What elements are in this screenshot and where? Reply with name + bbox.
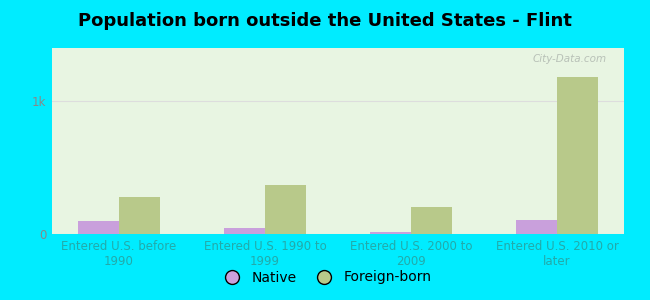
Text: City-Data.com: City-Data.com [533,54,607,64]
Bar [78,221,119,234]
Bar [557,77,598,234]
Bar [224,228,265,234]
Legend: Native, Foreign-born: Native, Foreign-born [213,265,437,290]
Text: Population born outside the United States - Flint: Population born outside the United State… [78,12,572,30]
Bar [370,232,411,234]
Bar [516,220,557,234]
Bar [119,197,160,234]
Bar [265,185,306,234]
Bar [411,207,452,234]
